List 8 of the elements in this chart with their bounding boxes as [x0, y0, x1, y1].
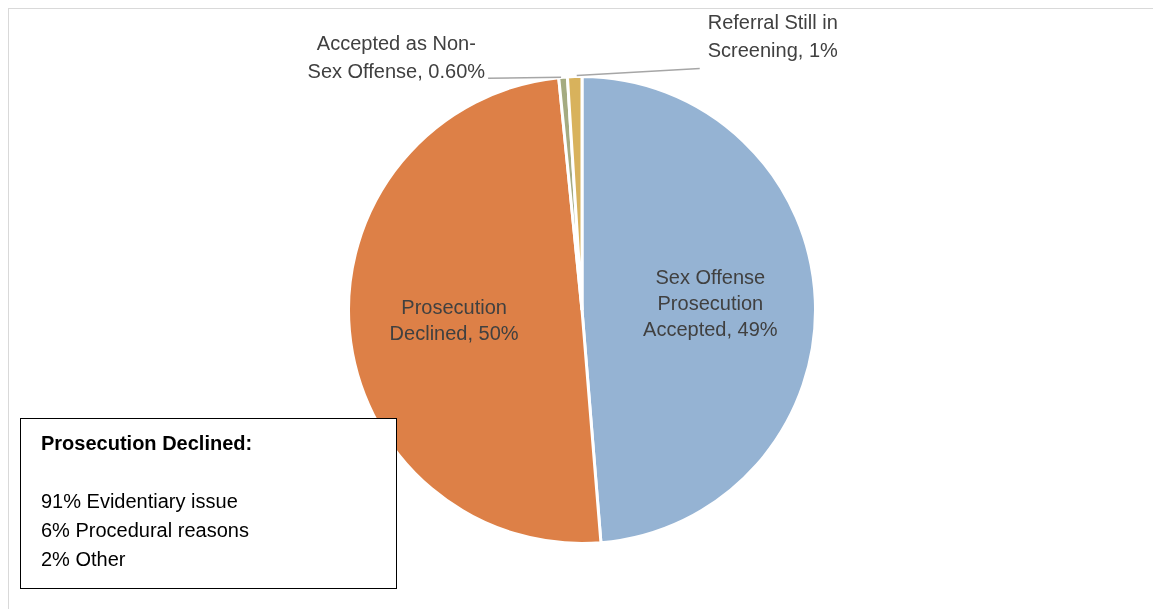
- slice-label: Accepted as Non-Sex Offense, 0.60%: [307, 31, 486, 82]
- slice-label: Referral Still in Screening, 1%: [707, 11, 838, 62]
- slice-label: Prosecution Declined, 50%: [389, 296, 519, 345]
- text: Prosecution Declined:: [41, 431, 254, 456]
- text: 6% Procedural reasons: [41, 518, 250, 543]
- text: 2% Other: [41, 547, 127, 572]
- text: 91% Evidentiary issue: [41, 489, 239, 514]
- slice-label: Sex Offense Prosecution Accepted, 49%: [643, 266, 778, 341]
